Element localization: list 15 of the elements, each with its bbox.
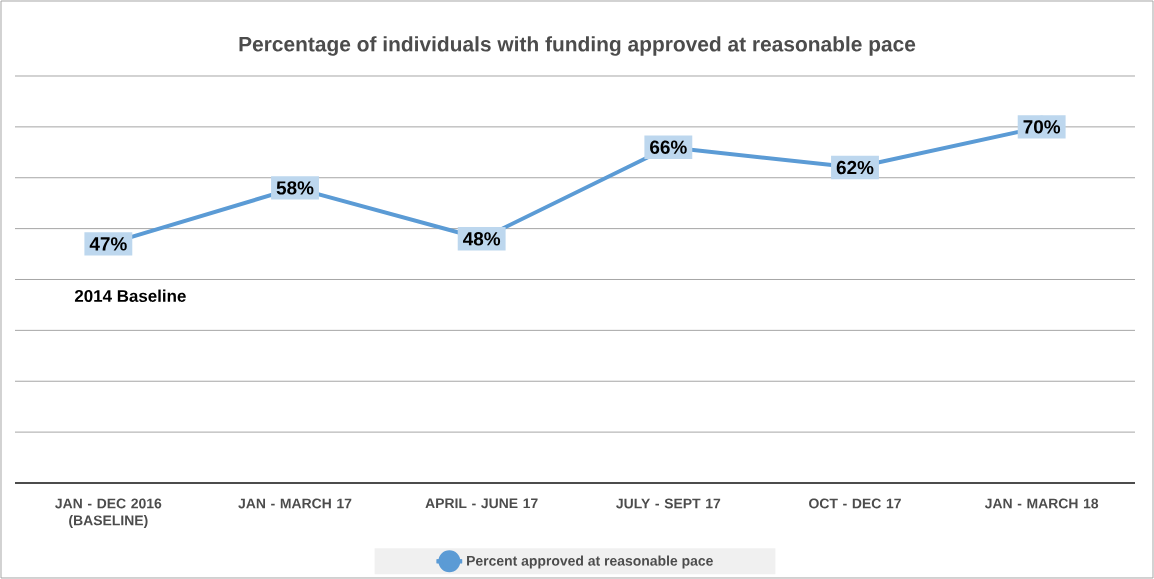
data-label: 66% bbox=[650, 140, 687, 154]
x-tick-label: JAN - MARCH 18 bbox=[984, 498, 1099, 509]
data-label: 62% bbox=[836, 160, 874, 175]
x-tick-label: JULY - SEPT 17 bbox=[616, 498, 721, 509]
x-tick-label: OCT - DEC 17 bbox=[809, 498, 901, 509]
x-tick-label: JAN - MARCH 17 bbox=[238, 498, 352, 509]
data-label: 47% bbox=[89, 237, 127, 251]
data-label: 48% bbox=[463, 232, 501, 246]
data-label: 70% bbox=[1023, 120, 1061, 134]
chart-title: Percentage of individuals with funding approved at reasonable pace bbox=[239, 36, 916, 56]
annotation: 2014 Baseline bbox=[74, 289, 186, 302]
x-tick-label: APRIL - JUNE 17 bbox=[425, 498, 538, 509]
x-tick-label: JAN - DEC 2016 (BASELINE) bbox=[55, 498, 162, 529]
legend-label: Percent approved at reasonable pace bbox=[467, 555, 713, 569]
data-label: 58% bbox=[276, 181, 314, 195]
